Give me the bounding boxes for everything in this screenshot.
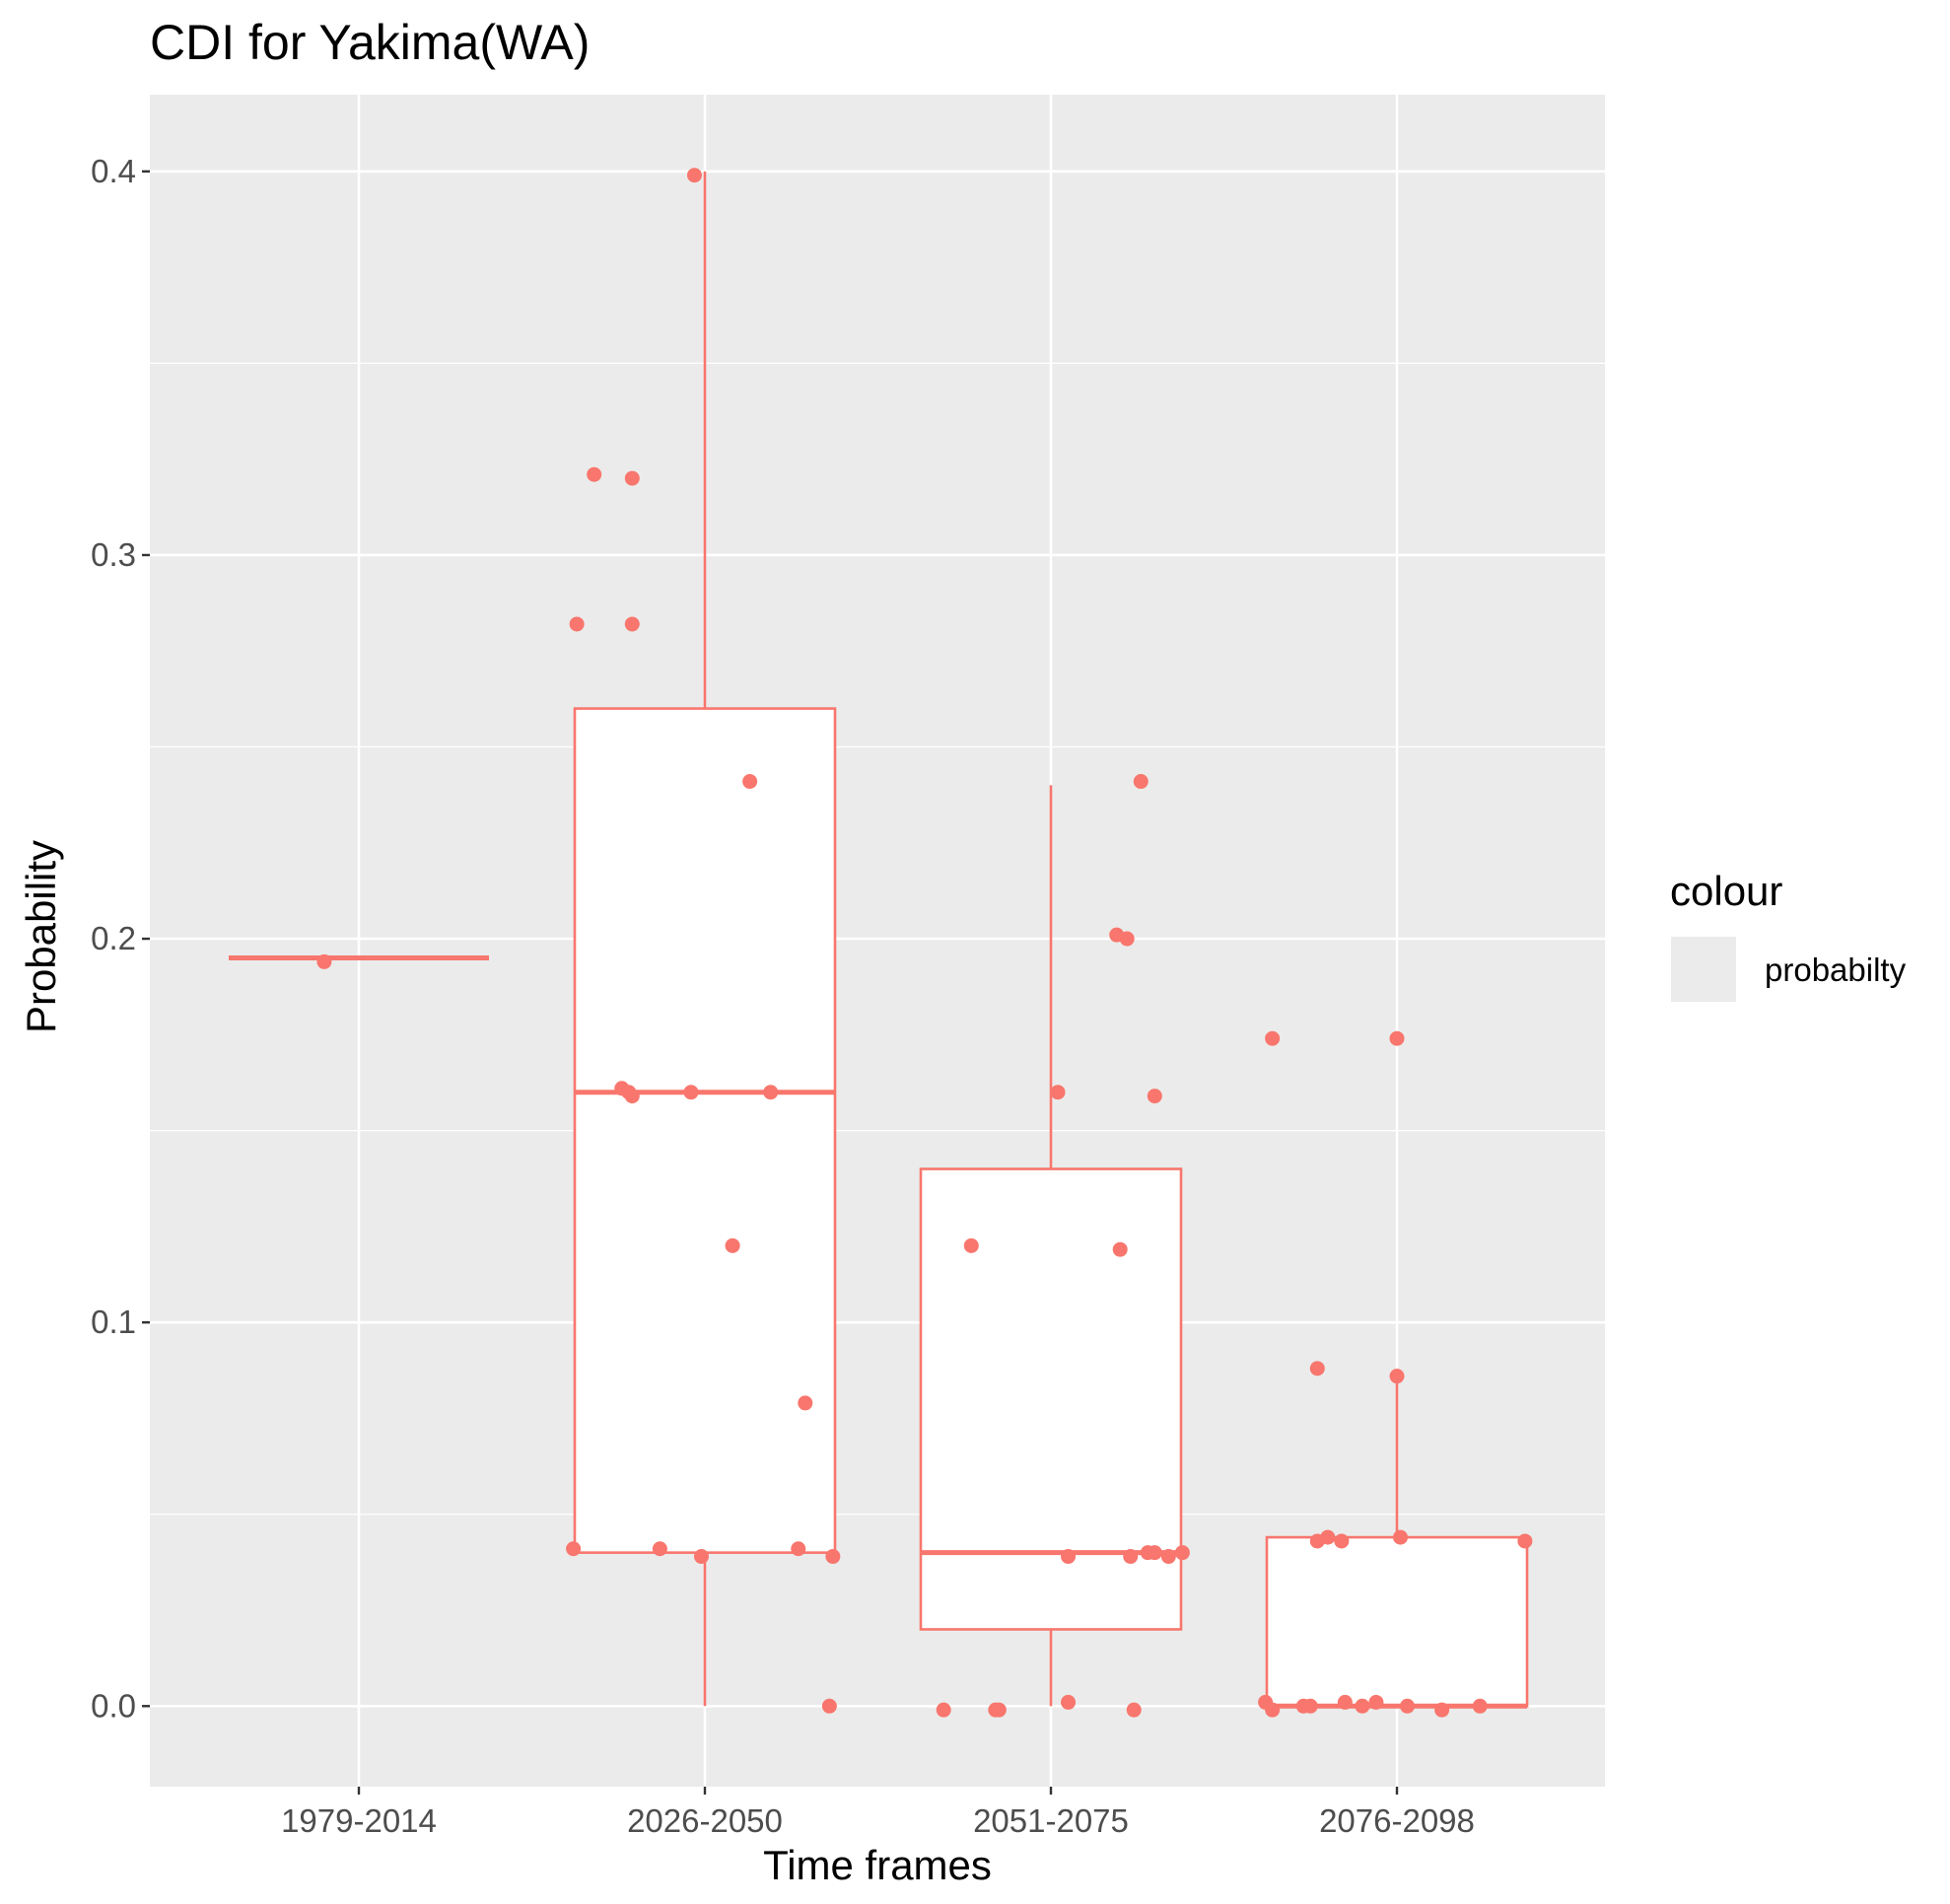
data-point (1174, 1545, 1190, 1561)
boxplot-layer (229, 171, 1529, 1709)
data-point (825, 1549, 841, 1565)
data-point (624, 470, 640, 486)
box-2026-2050 (573, 171, 837, 1707)
data-point (1265, 1030, 1281, 1046)
data-point (1434, 1702, 1450, 1718)
data-point (1147, 1545, 1162, 1561)
data-point (566, 1541, 582, 1557)
data-point (1389, 1030, 1405, 1046)
data-point (742, 774, 758, 790)
y-tick-label: 0.1 (91, 1304, 136, 1340)
minor-gridlines (150, 362, 1605, 1516)
x-tick-label: 2026-2050 (627, 1802, 783, 1839)
legend-item-label: probabilty (1765, 952, 1907, 988)
data-point (963, 1237, 979, 1253)
box-iqr (919, 1167, 1183, 1631)
x-tick-label: 2076-2098 (1319, 1802, 1475, 1839)
y-tick-label: 0.4 (91, 153, 136, 189)
data-point (1112, 1241, 1128, 1257)
data-point (1160, 1549, 1176, 1565)
y-axis: 0.0 0.1 0.2 0.3 0.4 (91, 153, 150, 1724)
y-tick-label: 0.3 (91, 536, 136, 573)
data-point (936, 1702, 951, 1718)
data-point (1517, 1533, 1533, 1549)
x-axis-title: Time frames (763, 1842, 992, 1888)
data-point (763, 1085, 779, 1100)
data-point (624, 616, 640, 632)
data-point (1133, 774, 1149, 790)
data-point (1302, 1698, 1318, 1714)
x-tick-label: 2051-2075 (973, 1802, 1129, 1839)
data-point (821, 1698, 837, 1714)
data-point (693, 1549, 709, 1565)
data-point (1320, 1529, 1336, 1545)
data-point (1061, 1694, 1077, 1710)
jitter-points-layer (316, 168, 1533, 1718)
data-point (798, 1395, 813, 1411)
data-point (1389, 1369, 1405, 1384)
y-tick-label: 0.0 (91, 1687, 136, 1724)
data-point (991, 1702, 1007, 1718)
legend-title: colour (1670, 868, 1783, 914)
data-point (1050, 1085, 1066, 1100)
data-point (316, 953, 332, 969)
chart-title: CDI for Yakima(WA) (150, 15, 591, 70)
data-point (1061, 1549, 1077, 1565)
box-2076-2098 (1265, 1372, 1529, 1709)
data-point (1123, 1549, 1139, 1565)
data-point (725, 1237, 740, 1253)
data-point (1472, 1698, 1488, 1714)
data-point (1400, 1698, 1416, 1714)
data-point (683, 1085, 699, 1100)
data-point (1368, 1694, 1384, 1710)
data-point (1265, 1702, 1281, 1718)
data-point (686, 168, 702, 183)
box-iqr (1265, 1535, 1529, 1708)
data-point (1309, 1361, 1325, 1376)
data-point (1337, 1694, 1353, 1710)
data-point (1119, 931, 1135, 947)
data-point (1126, 1702, 1142, 1718)
data-point (1147, 1089, 1162, 1104)
legend-key-background (1671, 937, 1736, 1002)
data-point (587, 466, 602, 482)
y-axis-title: Probability (18, 839, 64, 1034)
data-point (1355, 1698, 1370, 1714)
data-point (791, 1541, 806, 1557)
data-point (569, 616, 585, 632)
x-axis: 1979-2014 2026-2050 2051-2075 2076-2098 (281, 1787, 1475, 1839)
box-iqr (573, 707, 837, 1554)
x-tick-label: 1979-2014 (281, 1802, 437, 1839)
plot-panel (150, 95, 1605, 1787)
data-point (652, 1541, 667, 1557)
y-tick-label: 0.2 (91, 920, 136, 956)
data-point (1334, 1533, 1350, 1549)
data-point (624, 1089, 640, 1104)
data-point (1393, 1529, 1409, 1545)
